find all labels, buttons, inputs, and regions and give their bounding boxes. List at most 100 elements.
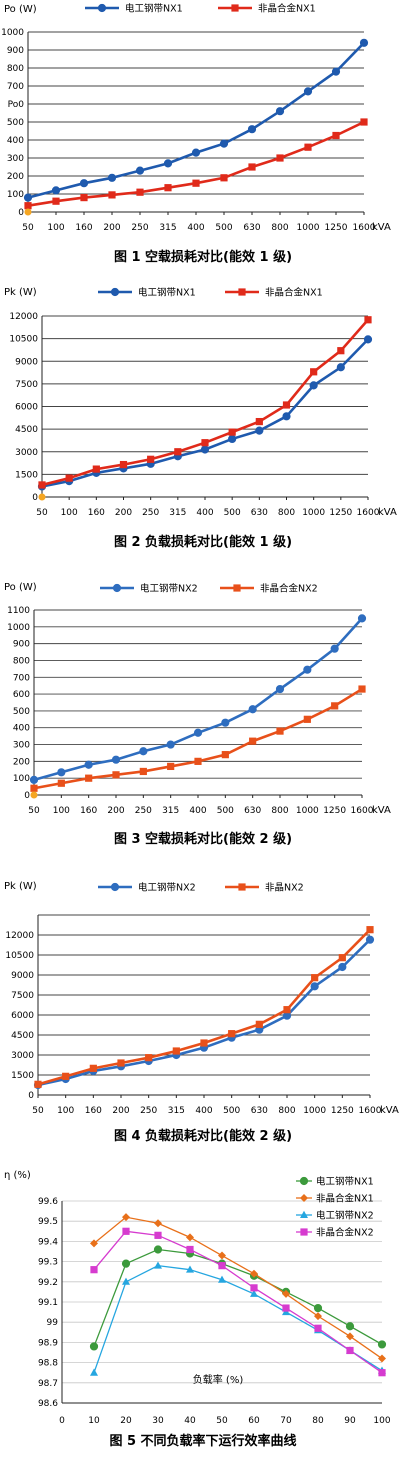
data-point [145,1054,153,1062]
legend-label: 非晶合金NX1 [265,287,323,299]
data-point [163,159,173,168]
y-tick-label: 9000 [15,357,38,367]
x-tick-label: 50 [32,1106,44,1116]
y-tick-label: 900 [13,640,30,650]
data-point [186,1233,194,1242]
y-tick-label: 99.3 [38,1258,58,1268]
data-point [364,316,372,324]
y-tick-label: 1000 [7,623,30,633]
data-point [62,1072,70,1080]
x-tick-label: 160 [85,1106,102,1116]
y-tick-label: 600 [13,690,30,700]
data-point [314,1312,322,1321]
data-point [122,1213,130,1222]
series-line [27,41,365,199]
x-unit: kVA [378,507,397,518]
data-point [250,1269,258,1278]
data-point [377,1340,387,1349]
data-point [51,186,61,195]
y-tick-label: 9000 [11,971,34,981]
x-tick-label: 500 [224,508,241,518]
x-tick-label: 100 [53,806,70,816]
data-point [92,465,100,473]
chart-2: 0 1500 3000 4500 6000 7500 9000 10500 12000 50 100… [4,287,397,551]
y-tick-label: 1000 [1,28,24,38]
data-point [365,935,375,944]
figure-caption: 图 2 负载损耗对比(能效 1 级) [114,534,292,550]
data-point [303,87,313,96]
data-point [191,148,201,157]
data-point [282,401,291,409]
legend-swatch-marker [112,583,122,593]
y-tick-label: 900 [7,46,24,56]
legend-label: 电工钢带NX2 [138,882,196,894]
series-2 [24,118,368,210]
data-point [89,1342,99,1351]
y-tick-label: 300 [13,741,30,751]
x-tick-label: 40 [184,1416,196,1426]
series-line [37,928,371,1086]
x-tick-label: 90 [344,1416,356,1426]
data-point [282,1304,290,1312]
y-tick-label: 200 [7,172,24,182]
y-tick-label: Po0 [8,100,25,110]
data-point [249,737,257,745]
x-tick-label: 10 [88,1416,100,1426]
data-point [186,1265,194,1273]
data-point [276,727,284,735]
origin-point [24,208,32,216]
x-tick-label: 60 [248,1416,260,1426]
legend-label: 非晶NX2 [265,882,304,894]
data-point [121,1259,131,1268]
data-point [358,685,366,693]
x-tick-label: 200 [103,223,120,233]
y-tick-label: 4500 [15,425,38,435]
y-tick-label: 4500 [11,1031,34,1041]
y-axis-label: η (%) [4,1170,31,1181]
x-tick-label: 250 [131,223,148,233]
data-point [85,774,93,782]
data-point [357,614,367,623]
legend-item: 非晶合金NX1 [296,1193,374,1205]
y-tick-label: 99.5 [38,1217,58,1227]
data-point [30,784,38,792]
series-line [93,1264,383,1373]
data-point [219,139,229,148]
x-tick-label: 1000 [296,806,319,816]
y-axis-label: Po (W) [4,582,37,593]
data-point [228,1030,236,1038]
data-point [135,166,145,175]
data-point [172,1047,180,1055]
data-point [218,1275,226,1283]
data-point [303,665,312,674]
x-tick-label: 1000 [302,508,325,518]
data-point [309,381,318,390]
data-point [313,1303,323,1313]
y-axis-label: Pk (W) [4,881,37,892]
x-tick-label: 1600 [353,223,376,233]
data-point [331,67,341,76]
series-2 [30,685,366,792]
series-line [37,938,371,1087]
data-point [90,1368,98,1376]
data-point [186,1245,194,1254]
data-point [311,974,319,982]
x-tick-label: 1250 [323,806,346,816]
y-tick-label: 98.9 [38,1338,58,1348]
data-point [220,174,228,182]
data-point [332,131,340,140]
data-point [275,684,285,694]
y-tick-label: 98.6 [38,1399,58,1409]
data-point [338,962,347,972]
data-point [57,768,66,777]
legend-item: 电工钢带NX1 [98,287,196,299]
origin-point [30,791,38,799]
y-axis-label: Po (W) [4,4,37,15]
data-point [250,1289,258,1297]
legend-swatch-marker [238,883,246,891]
series-3 [90,1261,386,1376]
origin-point [38,493,46,501]
data-point [255,417,263,426]
data-point [153,1245,163,1254]
data-point [304,143,312,151]
